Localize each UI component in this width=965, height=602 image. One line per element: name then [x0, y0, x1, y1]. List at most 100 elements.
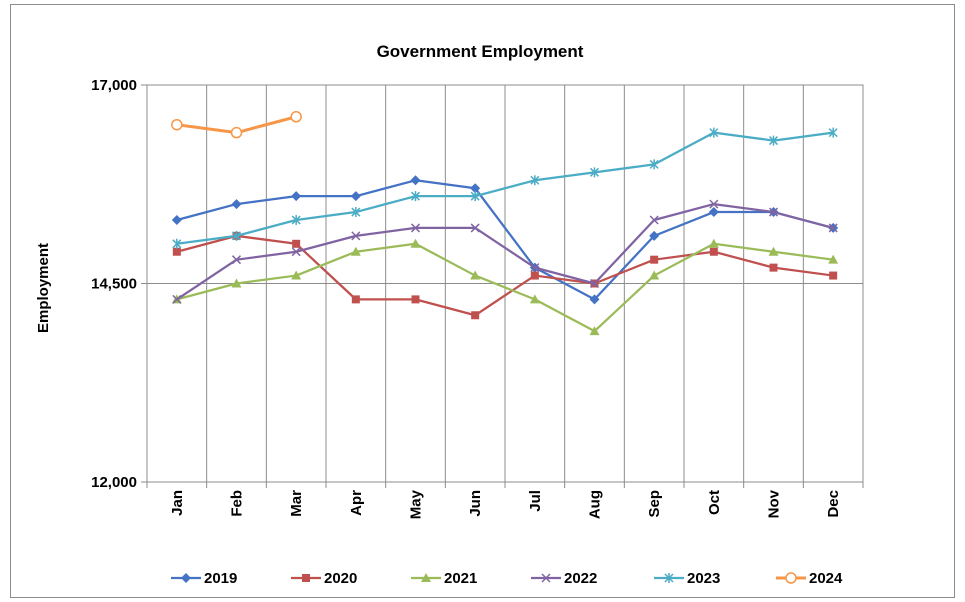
data-point-2019-aug: [589, 294, 600, 305]
data-point-2023-jul: [530, 175, 540, 186]
legend-label-2020: 2020: [324, 570, 357, 587]
data-point-2023-dec: [828, 127, 838, 138]
data-point-2023-mar: [291, 214, 301, 225]
data-point-2019-apr: [350, 191, 361, 202]
data-point-2019-jun: [470, 183, 481, 194]
data-point-2023-jan: [172, 238, 182, 249]
data-point-2020-jan: [172, 247, 181, 256]
data-point-2022-apr: [351, 231, 361, 241]
line-chart: Government Employment Employment 12,0001…: [35, 42, 864, 587]
data-point-2021-oct: [708, 238, 719, 248]
data-point-2023-feb: [231, 230, 242, 241]
data-point-2020-may: [411, 295, 420, 304]
x-tick-label-mar: Mar: [288, 490, 305, 517]
data-point-2022-mar: [291, 247, 301, 257]
y-tick-label-1: 14,500: [91, 276, 137, 293]
legend-item-2023: 2023: [654, 570, 720, 587]
x-tick-label-jul: Jul: [527, 490, 544, 512]
series-line-2023: [176, 131, 834, 245]
data-point-2022-dec: [828, 223, 838, 233]
data-point-2022-jan: [172, 294, 182, 304]
chart-frame: Government Employment Employment 12,000 1…: [10, 4, 955, 598]
data-point-2023-sep: [649, 159, 659, 170]
data-point-2021-sep: [649, 270, 660, 280]
data-point-2022-aug: [589, 278, 600, 289]
x-tick-label-oct: Oct: [706, 490, 723, 515]
data-point-2020-mar: [292, 239, 301, 248]
legend-marker-2022: [541, 573, 551, 583]
data-point-2024-mar: [290, 111, 302, 123]
data-point-2019-oct: [708, 207, 719, 218]
legend-label-2022: 2022: [564, 570, 597, 587]
data-point-2020-dec: [829, 271, 838, 280]
series-line-2021: [176, 242, 834, 333]
data-point-2023-aug: [589, 167, 600, 178]
data-point-2020-sep: [650, 255, 659, 264]
legend-marker-2024: [785, 572, 797, 584]
data-point-2019-feb: [231, 199, 242, 210]
x-tick-label-apr: Apr: [348, 490, 365, 516]
legend-marker-2019: [181, 573, 191, 583]
legend: 2019 2020 2021 2022 2023 2024: [171, 570, 843, 587]
y-tick-label-2: 17,000: [91, 77, 137, 94]
legend-marker-2020: [302, 574, 310, 582]
data-point-2023-apr: [351, 207, 361, 218]
data-point-2022-jun: [470, 223, 480, 233]
data-point-2022-may: [410, 223, 421, 233]
legend-item-2022: 2022: [531, 570, 597, 587]
legend-label-2019: 2019: [204, 570, 237, 587]
data-point-2019-sep: [649, 230, 660, 241]
data-point-2023-oct: [709, 127, 719, 138]
data-point-2024-feb: [230, 126, 243, 139]
x-tick-label-may: May: [408, 489, 425, 519]
data-point-2022-sep: [649, 215, 659, 225]
axes: 12,000 14,500 17,000 Jan Feb Mar Apr May Jun Jul A…: [91, 77, 864, 519]
x-tick-label-nov: Nov: [766, 489, 783, 518]
series-line-2020: [176, 234, 834, 317]
data-point-2020-jul: [530, 271, 539, 280]
data-point-2020-oct: [709, 247, 718, 256]
x-tick-label-jun: Jun: [467, 490, 484, 517]
data-point-2020-jun: [471, 311, 480, 320]
legend-label-2024: 2024: [809, 570, 843, 587]
series-2023: [172, 127, 838, 249]
legend-label-2023: 2023: [687, 570, 720, 587]
x-tick-label-aug: Aug: [587, 490, 604, 519]
series-2022: [172, 199, 838, 304]
data-point-2022-jul: [530, 263, 540, 273]
series-line-2019: [176, 179, 834, 301]
data-point-2022-feb: [231, 255, 242, 265]
data-point-2022-nov: [768, 207, 779, 217]
legend-marker-2021: [421, 573, 431, 582]
data-point-2022-oct: [709, 199, 719, 209]
gridlines: [146, 84, 864, 483]
data-point-2021-jun: [470, 270, 481, 280]
data-point-2021-jul: [529, 294, 540, 304]
series-2024: [171, 111, 302, 139]
data-point-2019-jan: [171, 214, 182, 225]
data-point-2021-dec: [828, 254, 839, 264]
x-tick-label-dec: Dec: [825, 490, 842, 518]
data-point-2021-mar: [291, 270, 302, 280]
series-line-2022: [176, 202, 834, 301]
data-point-2023-may: [410, 191, 421, 202]
data-point-2020-nov: [769, 263, 778, 272]
data-point-2021-feb: [231, 278, 242, 288]
data-point-2021-aug: [589, 326, 600, 336]
x-tick-label-jan: Jan: [169, 490, 186, 516]
legend-label-2021: 2021: [444, 570, 477, 587]
data-point-2020-apr: [351, 295, 360, 304]
x-tick-label-sep: Sep: [646, 490, 663, 518]
data-point-2021-may: [410, 238, 421, 248]
data-point-2023-jun: [470, 191, 480, 202]
data-point-2023-nov: [768, 135, 779, 146]
data-point-2019-mar: [291, 191, 302, 202]
data-point-2021-apr: [350, 246, 361, 256]
y-axis-label: Employment: [35, 243, 52, 333]
legend-item-2021: 2021: [411, 570, 477, 587]
legend-marker-2023: [664, 573, 674, 583]
legend-item-2020: 2020: [291, 570, 357, 587]
chart-title: Government Employment: [377, 42, 584, 61]
data-point-2019-may: [410, 175, 421, 186]
legend-item-2024: 2024: [776, 570, 843, 587]
